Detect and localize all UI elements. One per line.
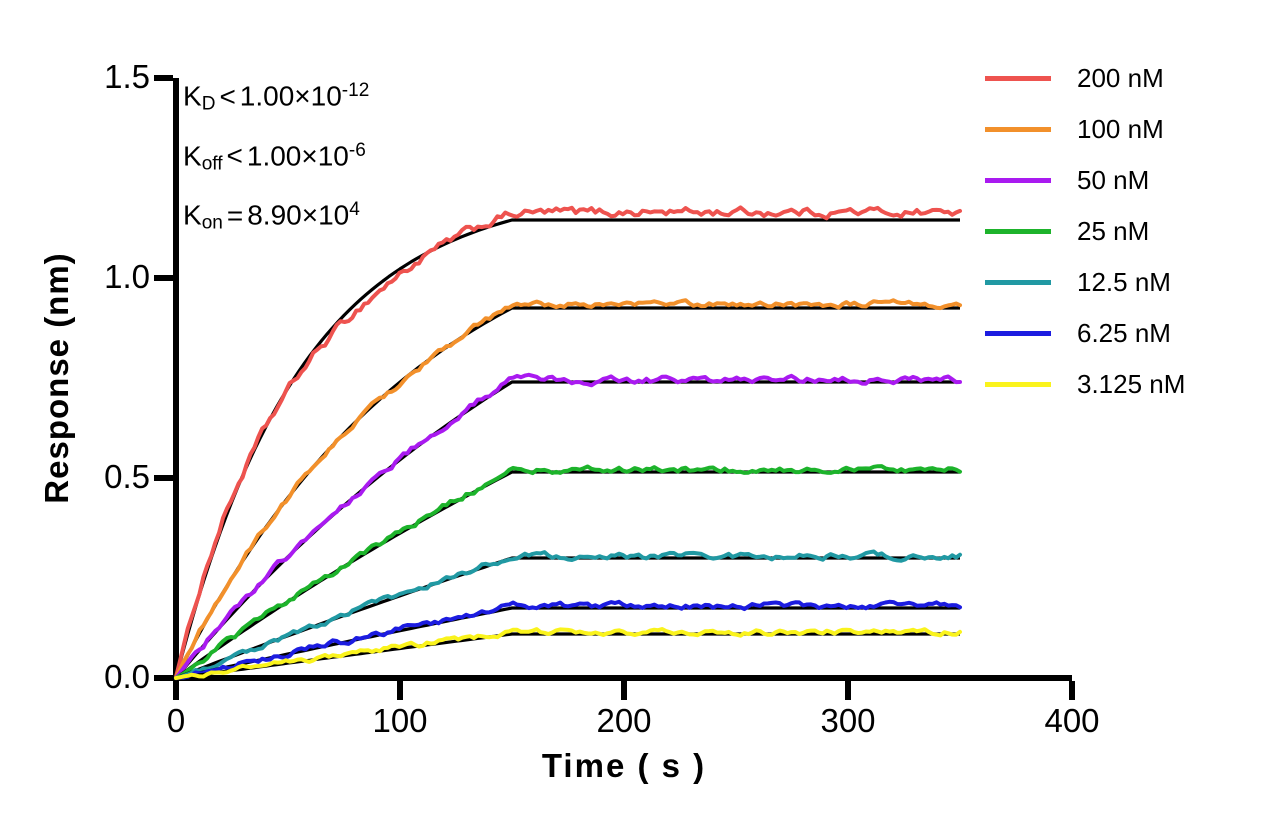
x-axis-title: Time ( s ) [541,747,707,784]
legend-swatch-12.5-nm [985,280,1051,285]
kinetics-line-koff: Koff <1.00×10-6 [183,139,366,175]
legend-swatch-6.25-nm [985,331,1051,336]
kinetics-annotation: KD <1.00×10-12 Koff <1.00×10-6 Kon = 8.90×104 [183,68,369,247]
legend-label-3.125-nm: 3.125 nM [1077,369,1186,399]
legend-label-200-nm: 200 nM [1077,63,1164,93]
trace-6.25-nm [174,599,962,680]
x-tick-label-200: 200 [596,702,652,739]
trace-200-nm [174,205,962,679]
trace-100-nm [174,298,962,680]
legend-label-100-nm: 100 nM [1077,114,1164,144]
fit-line-6.25-nm [175,606,960,680]
y-tick-label-1.0: 1.0 [104,258,150,296]
x-tick-label-400: 400 [1044,702,1100,739]
fit-line-3.125-nm [175,632,960,680]
legend-swatch-200-nm [985,76,1051,81]
legend-label-25-nm: 25 nM [1077,216,1150,246]
kinetics-line-kd: KD <1.00×10-12 [183,80,370,115]
x-tick-label-100: 100 [372,702,428,739]
y-tick-label-0.0: 0.0 [104,658,150,696]
legend-swatch-100-nm [985,127,1051,132]
trace-25-nm [174,464,962,680]
legend-label-12.5-nm: 12.5 nM [1077,267,1171,297]
y-axis-title: Response (nm) [38,252,75,504]
legend-label-50-nm: 50 nM [1077,165,1150,195]
x-tick-label-0: 0 [166,702,186,739]
y-tick-label-0.5: 0.5 [104,458,150,496]
fit-line-200-nm [174,218,960,679]
kinetics-line-kon: Kon = 8.90×104 [183,199,360,235]
x-tick-label-300: 300 [820,702,876,739]
trace-50-nm [174,372,962,680]
trace-12.5-nm [174,549,962,680]
legend-swatch-3.125-nm [985,382,1051,387]
legend-label-6.25-nm: 6.25 nM [1077,318,1171,348]
trace-3.125-nm [174,627,962,680]
legend-swatch-25-nm [985,229,1051,234]
y-tick-label-1.5: 1.5 [104,58,150,96]
legend-swatch-50-nm [985,178,1051,183]
fit-line-25-nm [175,470,960,680]
